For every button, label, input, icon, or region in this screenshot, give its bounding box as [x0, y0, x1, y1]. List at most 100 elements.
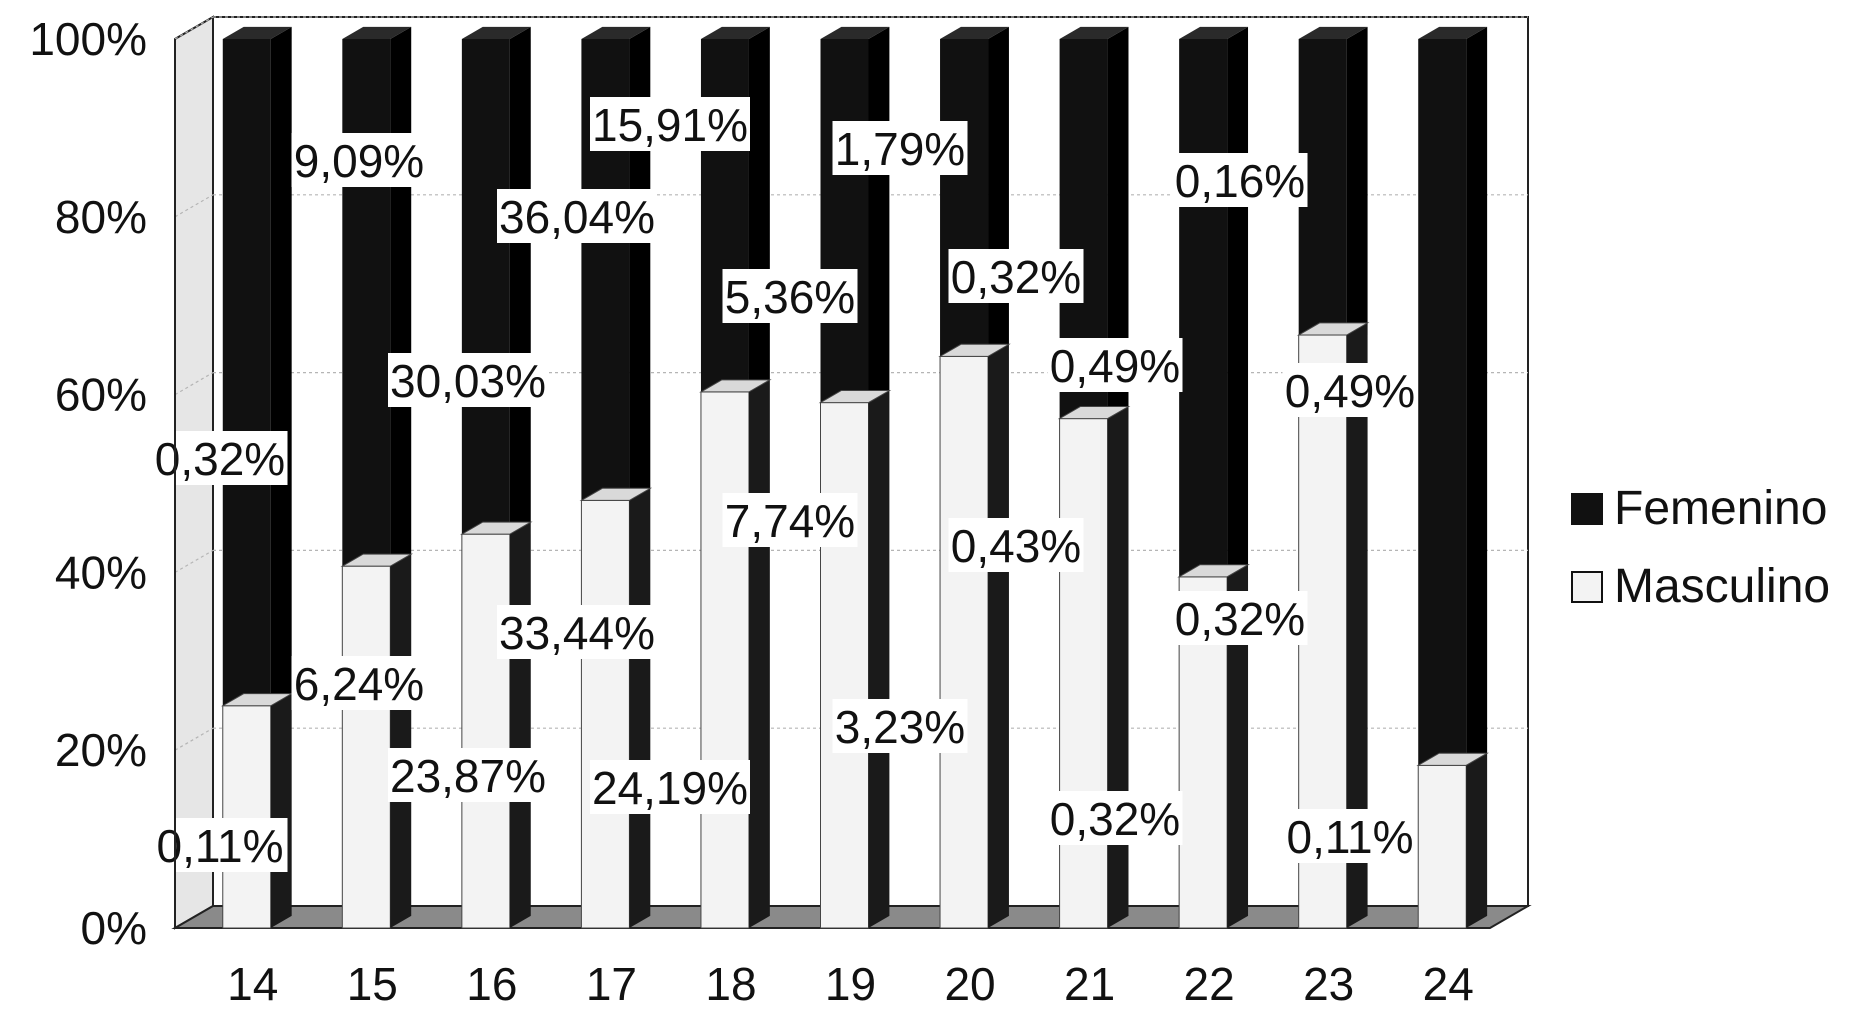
bar-masculino-top — [1296, 322, 1370, 336]
bar-femenino — [940, 39, 989, 357]
data-label-femenino: 0,16% — [1175, 155, 1305, 207]
bar-femenino-side — [1346, 26, 1368, 336]
bar-femenino — [820, 39, 869, 403]
data-label-masculino-bg — [291, 656, 427, 710]
legend-label: Masculino — [1614, 560, 1830, 613]
bar-masculino-side — [270, 693, 292, 928]
bar-masculino — [222, 705, 272, 929]
data-label-masculino: 0,11% — [1286, 811, 1413, 863]
data-label-femenino: 0,49% — [1285, 365, 1415, 417]
data-label-masculino: 0,32% — [1050, 793, 1180, 845]
data-label-masculino-bg — [497, 605, 657, 659]
bar-femenino — [1418, 39, 1467, 766]
bar-femenino — [700, 39, 749, 392]
data-label-masculino: 23,87% — [390, 750, 546, 802]
data-label-femenino-bg — [1172, 153, 1308, 207]
bar-femenino-top — [342, 26, 412, 39]
bar-femenino — [342, 39, 391, 567]
data-label-femenino: 9,09% — [294, 135, 424, 187]
gridline-side — [174, 194, 214, 218]
data-label-femenino: 15,91% — [592, 99, 748, 151]
data-label-femenino-bg — [388, 353, 548, 407]
bar-masculino-side — [509, 522, 531, 928]
bar-masculino — [700, 391, 750, 929]
data-label-femenino: 0,49% — [1050, 340, 1180, 392]
data-label-masculino: 6,24% — [294, 658, 424, 710]
bar-femenino-side — [748, 26, 770, 392]
x-tick-label: 16 — [466, 958, 517, 1010]
bar-masculino — [341, 565, 391, 929]
gridline-side — [174, 727, 214, 751]
bar-masculino-top — [1416, 752, 1489, 766]
bar-masculino-side — [390, 554, 412, 928]
x-tick-label: 15 — [347, 958, 398, 1010]
legend-swatch — [1571, 571, 1603, 603]
data-label-femenino-bg — [1282, 363, 1418, 417]
bar-femenino-side — [868, 26, 890, 403]
bar-masculino-side — [1107, 406, 1129, 928]
bar-masculino-side — [629, 488, 651, 928]
bar-masculino-side — [868, 390, 890, 929]
bar-femenino-top — [1059, 26, 1129, 39]
bar-masculino-side — [1346, 322, 1368, 928]
data-label-masculino: 24,19% — [592, 762, 748, 814]
bar-femenino-top — [461, 26, 531, 39]
y-tick-label: 20% — [55, 724, 147, 776]
bar-femenino — [461, 39, 510, 535]
bar-masculino — [939, 355, 989, 929]
bar-masculino-top — [340, 553, 414, 567]
bar-femenino-top — [1298, 26, 1368, 39]
bar-masculino-top — [818, 390, 892, 404]
y-tick-label: 80% — [55, 191, 147, 243]
x-tick-label: 21 — [1064, 958, 1115, 1010]
legend-swatch — [1571, 493, 1603, 525]
data-label-masculino: 7,74% — [725, 495, 855, 547]
bar-masculino-side — [1227, 564, 1249, 928]
gridline-side — [174, 372, 214, 396]
x-tick-label: 23 — [1303, 958, 1354, 1010]
data-label-femenino-bg — [1047, 338, 1183, 392]
data-label-femenino: 5,36% — [725, 271, 855, 323]
bar-femenino-side — [1107, 26, 1129, 419]
bar-masculino-side — [988, 344, 1009, 928]
data-label-femenino: 30,03% — [390, 355, 546, 407]
bar-masculino-top — [460, 521, 533, 535]
bar-masculino-top — [579, 487, 653, 501]
bar-masculino-top — [938, 343, 1011, 357]
data-label-masculino-bg — [722, 493, 858, 547]
data-label-masculino-bg — [832, 699, 968, 753]
bar-masculino-side — [748, 379, 770, 928]
x-tick-label: 18 — [705, 958, 756, 1010]
bar-masculino — [1059, 418, 1109, 929]
bar-masculino — [580, 499, 630, 929]
bar-masculino — [820, 402, 869, 929]
data-label-masculino: 0,32% — [1175, 593, 1305, 645]
gridline-side — [174, 16, 214, 40]
bar-masculino — [1417, 764, 1467, 929]
data-label-masculino-bg — [1172, 591, 1308, 645]
y-tick-label: 40% — [55, 546, 147, 598]
bar-femenino-side — [1466, 26, 1488, 766]
data-label-femenino-bg — [590, 97, 750, 151]
y-tick-label: 0% — [81, 902, 147, 954]
bar-femenino-top — [820, 26, 890, 39]
data-label-femenino-bg — [291, 133, 427, 187]
data-label-masculino: 33,44% — [499, 607, 655, 659]
bar-femenino-top — [940, 26, 1009, 39]
legend: Femenino Masculino — [1571, 482, 1830, 613]
data-labels: 0,32% 9,09% 30,03% 36,04% 15,91% 5,36% 1,79% 0,… — [152, 97, 1418, 872]
x-tick-label: 24 — [1423, 958, 1474, 1010]
legend-label: Femenino — [1614, 482, 1827, 535]
data-label-femenino-bg — [832, 121, 968, 175]
bar-femenino-top — [1179, 26, 1249, 39]
bar-femenino — [1179, 39, 1228, 577]
bar-femenino-top — [1418, 26, 1488, 39]
bar-masculino — [461, 533, 511, 929]
bar-femenino-side — [390, 26, 412, 567]
data-label-masculino-bg — [948, 518, 1084, 572]
x-tick-label: 14 — [227, 958, 278, 1010]
bar-femenino — [222, 39, 271, 706]
bar-masculino-top — [699, 379, 772, 393]
